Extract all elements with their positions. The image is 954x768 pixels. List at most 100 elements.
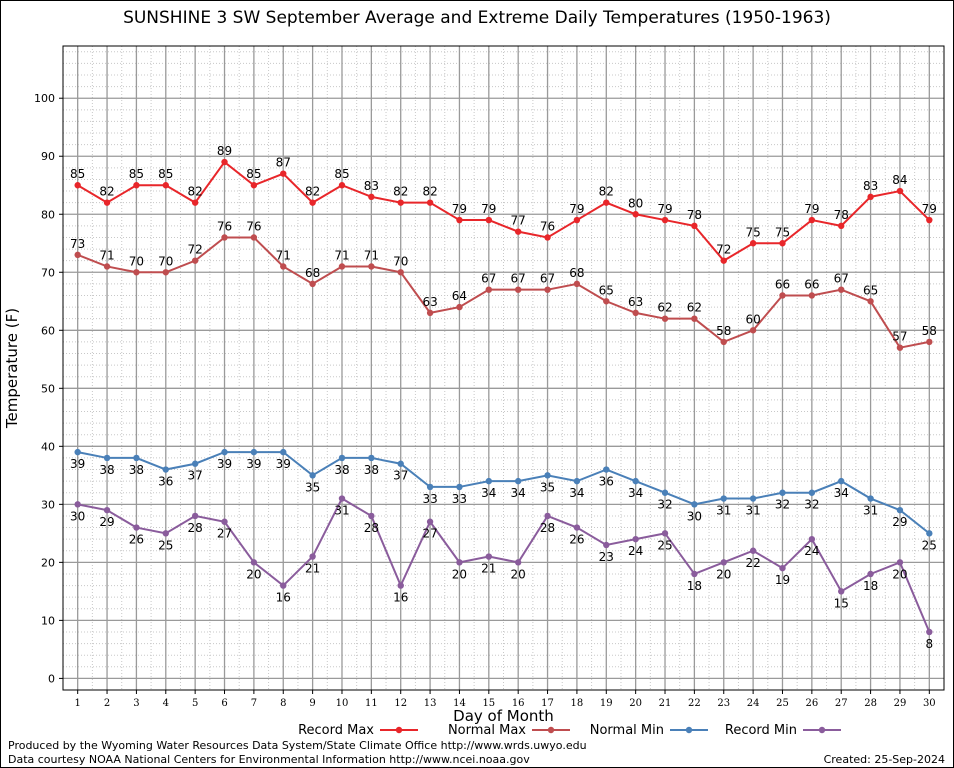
data-label-normal-min: 30	[687, 509, 702, 523]
data-point-normal-min	[338, 454, 346, 462]
data-point-normal-min	[926, 530, 933, 537]
data-label-record-min: 16	[276, 591, 291, 605]
data-point-normal-min	[808, 489, 816, 496]
data-point-record-max	[309, 199, 316, 206]
data-label-record-max: 82	[99, 185, 114, 199]
data-point-normal-min	[368, 454, 375, 462]
x-tick-label: 7	[251, 698, 257, 709]
data-label-normal-max: 62	[687, 301, 702, 315]
legend-marker-normal-min	[685, 726, 693, 734]
data-label-normal-min: 32	[804, 498, 819, 512]
x-tick-label: 4	[163, 698, 169, 709]
data-point-record-min	[896, 559, 904, 566]
data-label-normal-max: 62	[657, 301, 672, 315]
data-point-normal-max	[867, 298, 874, 305]
data-point-normal-max	[103, 263, 111, 270]
x-tick-label: 20	[629, 698, 642, 709]
data-label-normal-min: 33	[422, 492, 437, 506]
data-point-normal-max	[544, 286, 551, 293]
data-point-normal-max	[779, 292, 786, 299]
data-label-normal-min: 36	[599, 475, 614, 489]
data-label-normal-max: 63	[422, 295, 437, 309]
x-tick-label: 26	[805, 698, 818, 709]
data-label-record-min: 8	[925, 637, 933, 651]
data-label-record-max: 72	[716, 243, 731, 257]
data-point-normal-max	[338, 263, 346, 270]
data-point-record-max	[632, 211, 639, 218]
data-label-record-min: 20	[246, 567, 261, 581]
data-point-record-min	[720, 559, 727, 566]
data-point-normal-max	[926, 338, 933, 346]
data-label-record-min: 24	[628, 544, 643, 558]
data-point-normal-min	[103, 454, 111, 462]
data-point-record-max	[838, 222, 845, 230]
data-point-record-max	[808, 216, 816, 224]
data-point-record-max	[544, 234, 551, 241]
data-label-normal-max: 71	[364, 248, 379, 262]
y-tick-label: 100	[34, 92, 55, 105]
data-label-record-max: 82	[422, 185, 437, 199]
series-line-record-min	[77, 497, 931, 633]
data-point-record-max	[514, 228, 522, 235]
data-label-record-max: 85	[334, 167, 349, 181]
data-label-record-min: 25	[657, 538, 672, 552]
data-point-record-max	[426, 199, 434, 206]
data-label-record-max: 85	[246, 167, 261, 181]
data-label-record-min: 29	[99, 515, 114, 529]
data-label-record-max: 78	[687, 208, 702, 222]
data-label-record-min: 28	[364, 521, 379, 535]
data-point-normal-min	[632, 477, 639, 485]
data-point-normal-min	[779, 489, 786, 496]
data-label-normal-min: 34	[481, 486, 496, 500]
x-tick-label: 10	[336, 698, 349, 709]
data-label-normal-max: 60	[745, 312, 760, 326]
x-tick-label: 30	[923, 698, 936, 709]
series-line-normal-max	[77, 236, 930, 349]
x-tick-label: 28	[864, 698, 877, 709]
data-point-normal-min	[691, 501, 698, 508]
x-axis-label: Day of Month	[453, 707, 554, 725]
data-label-record-min: 21	[305, 562, 320, 576]
data-point-normal-min	[191, 460, 199, 467]
data-label-record-max: 85	[70, 167, 85, 181]
data-point-normal-min	[485, 477, 493, 485]
data-point-record-max	[691, 222, 698, 230]
data-point-record-max	[133, 182, 140, 189]
data-point-normal-min	[397, 460, 404, 467]
data-point-record-min	[338, 495, 346, 502]
data-point-record-min	[514, 559, 522, 566]
data-label-normal-max: 58	[716, 324, 731, 338]
data-point-record-min	[397, 582, 404, 589]
data-point-record-max	[338, 182, 346, 189]
data-point-normal-min	[838, 477, 845, 485]
data-point-normal-max	[221, 234, 228, 241]
data-point-record-min	[544, 512, 551, 520]
legend: Record Max Normal Max Normal Min Record Min	[298, 723, 841, 738]
data-point-record-max	[896, 187, 904, 195]
y-tick-label: 70	[41, 266, 55, 279]
x-tick-label: 6	[221, 698, 227, 709]
data-label-normal-max: 67	[481, 272, 496, 286]
data-point-record-max	[221, 158, 228, 166]
data-label-record-min: 16	[393, 591, 408, 605]
data-label-record-min: 20	[452, 567, 467, 581]
data-point-normal-max	[426, 309, 434, 317]
x-tick-label: 11	[365, 698, 378, 709]
data-point-normal-min	[162, 466, 169, 473]
data-label-normal-max: 76	[217, 219, 232, 233]
y-tick-label: 0	[48, 672, 55, 685]
x-tick-label: 27	[835, 698, 848, 709]
data-label-record-max: 87	[276, 156, 291, 170]
data-label-record-min: 26	[569, 533, 584, 547]
data-point-record-max	[191, 199, 199, 206]
x-tick-label: 23	[717, 698, 730, 709]
legend-label-normal-min: Normal Min	[590, 723, 664, 738]
data-label-normal-min: 38	[99, 463, 114, 477]
data-label-normal-min: 31	[745, 504, 760, 518]
data-label-normal-min: 39	[276, 457, 291, 471]
data-label-record-min: 18	[687, 579, 702, 593]
x-tick-label: 5	[192, 698, 198, 709]
series-normal-max: 73 71 70 70 72 76 76 71 68 71 71 70 63 64 67 67 67 68 65 63…	[70, 219, 937, 351]
data-point-record-min	[867, 570, 874, 578]
data-label-normal-min: 32	[775, 498, 790, 512]
